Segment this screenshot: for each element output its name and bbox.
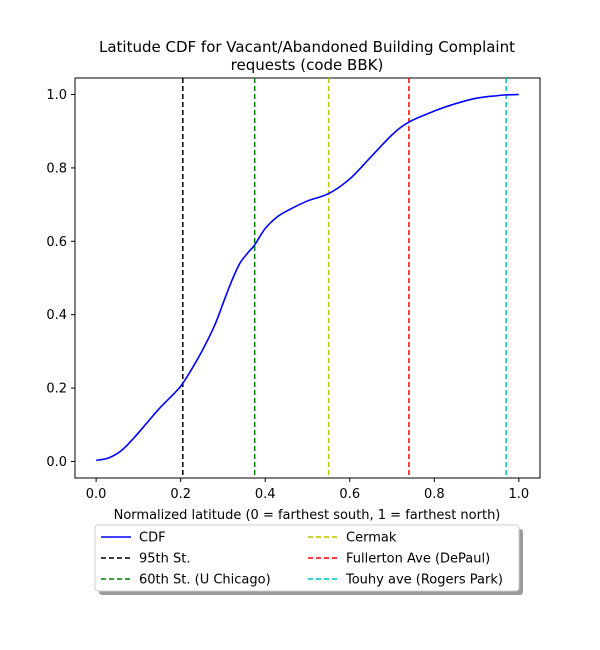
chart-title-line-2: requests (code BBK) bbox=[231, 56, 384, 74]
x-tick-label: 0.6 bbox=[339, 487, 360, 502]
y-tick-label: 0.8 bbox=[46, 161, 67, 176]
legend-label-touhy-ave-rogers-park: Touhy ave (Rogers Park) bbox=[345, 573, 503, 588]
series-layer bbox=[95, 93, 519, 462]
x-axis-label: Normalized latitude (0 = farthest south,… bbox=[114, 508, 501, 523]
x-tick-label: 0.8 bbox=[424, 487, 445, 502]
x-axis-ticks: 0.0 0.2 0.4 0.6 0.8 1.0 bbox=[86, 478, 529, 502]
y-tick-label: 1.0 bbox=[46, 88, 67, 103]
vertical-reference-lines bbox=[182, 78, 507, 478]
x-tick-label: 0.4 bbox=[255, 487, 276, 502]
legend: CDF 95th St. 60th St. (U Chicago) Cermak Ful… bbox=[94, 524, 523, 595]
legend-label-60th-st-u-chicago: 60th St. (U Chicago) bbox=[139, 573, 271, 588]
y-tick-label: 0.6 bbox=[46, 235, 67, 250]
chart-title-line-1: Latitude CDF for Vacant/Abandoned Buildi… bbox=[99, 38, 515, 56]
y-tick-label: 0.0 bbox=[46, 455, 67, 470]
legend-items: CDF 95th St. 60th St. (U Chicago) Cermak Ful… bbox=[101, 531, 503, 588]
legend-label-fullerton-ave-depaul: Fullerton Ave (DePaul) bbox=[346, 552, 490, 567]
x-tick-label: 1.0 bbox=[509, 487, 530, 502]
y-tick-label: 0.4 bbox=[46, 308, 67, 323]
legend-box bbox=[94, 524, 520, 592]
series-line-cdf bbox=[95, 93, 519, 462]
plot-area bbox=[74, 77, 541, 479]
y-axis-ticks: 0.0 0.2 0.4 0.6 0.8 1.0 bbox=[46, 88, 75, 470]
legend-label-cermak: Cermak bbox=[346, 531, 397, 546]
y-tick-label: 0.2 bbox=[46, 382, 67, 397]
legend-label-95th-st: 95th St. bbox=[139, 552, 191, 567]
x-tick-label: 0.2 bbox=[170, 487, 191, 502]
legend-label-cdf: CDF bbox=[139, 531, 166, 546]
x-tick-label: 0.0 bbox=[86, 487, 107, 502]
